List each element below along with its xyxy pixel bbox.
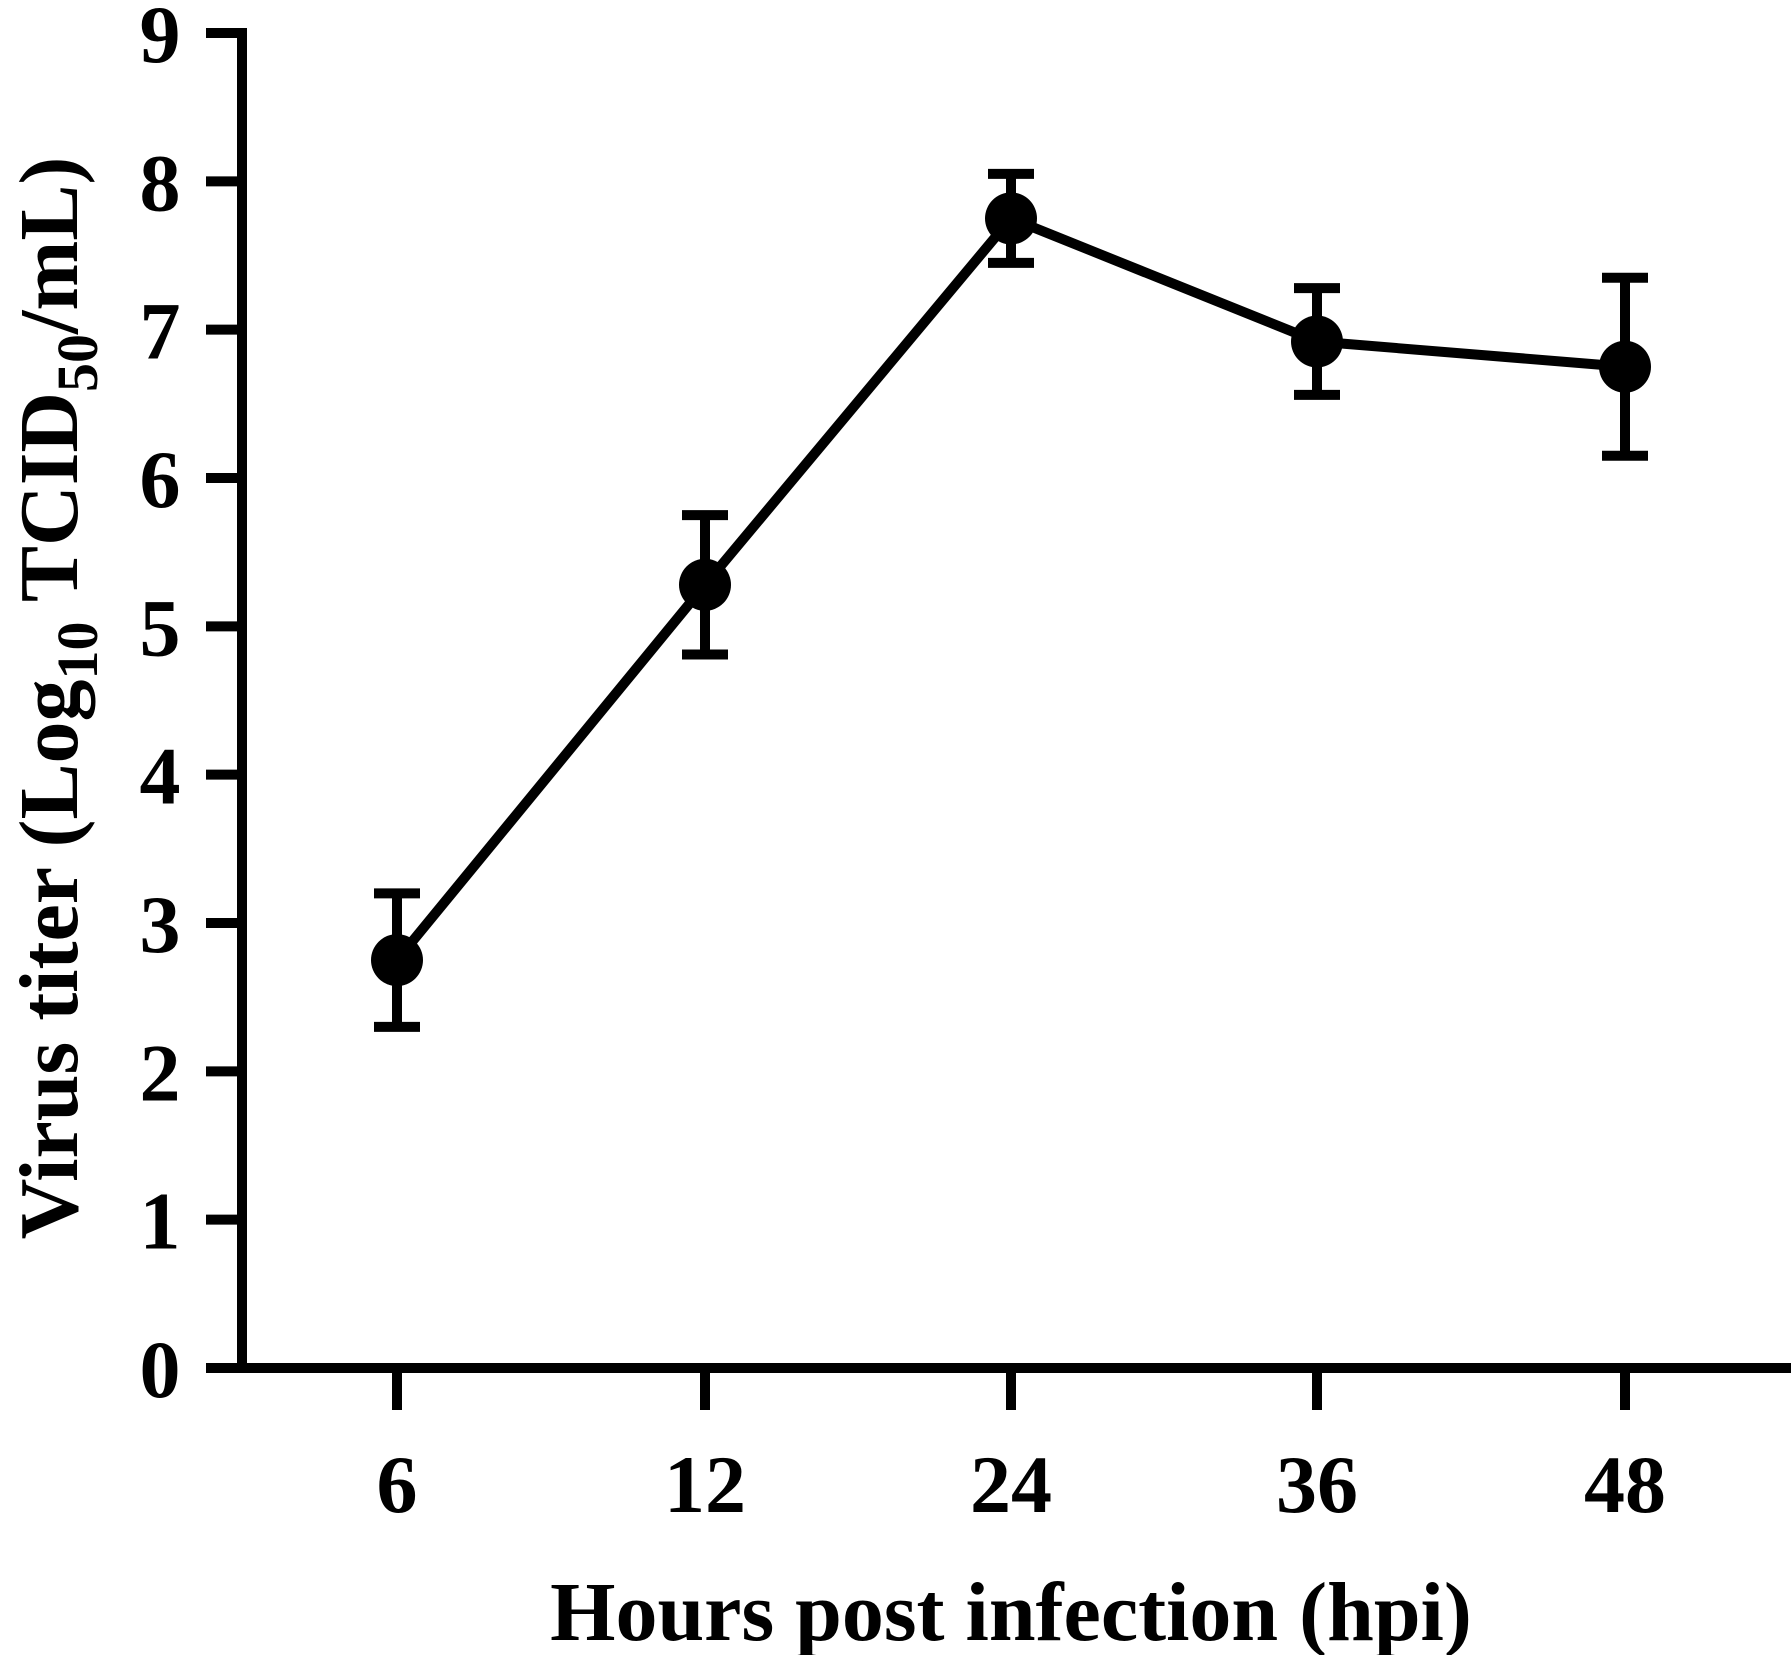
data-point <box>1291 315 1343 368</box>
x-tick-label: 6 <box>377 1439 418 1530</box>
data-point <box>679 558 731 611</box>
axes <box>206 28 1791 1373</box>
x-tick-label: 48 <box>1584 1439 1666 1530</box>
x-tick-label: 36 <box>1276 1439 1358 1530</box>
y-tick-label: 5 <box>140 582 181 673</box>
x-ticks: 6 12 24 36 48 <box>377 1368 1666 1530</box>
y-axis-title: Virus titer (Log10 TCID50/mL) <box>3 157 110 1240</box>
y-tick-label: 3 <box>140 879 181 970</box>
x-axis-title: Hours post infection (hpi) <box>550 1566 1472 1655</box>
series-line <box>393 212 1626 964</box>
y-tick-label: 4 <box>140 731 181 822</box>
y-tick-label: 1 <box>140 1176 181 1267</box>
data-point <box>1599 340 1651 393</box>
data-point <box>985 192 1037 245</box>
y-tick-label: 9 <box>140 0 181 80</box>
x-tick-label: 24 <box>970 1439 1052 1530</box>
x-tick-label: 12 <box>664 1439 746 1530</box>
plot-area <box>371 168 1651 1032</box>
y-ticks: 0 1 2 3 4 5 6 7 8 9 <box>140 0 242 1415</box>
data-point <box>371 934 423 987</box>
y-tick-label: 7 <box>140 286 181 377</box>
y-tick-label: 6 <box>140 434 181 525</box>
y-tick-label: 8 <box>140 137 181 228</box>
y-tick-label: 0 <box>140 1324 181 1415</box>
y-tick-label: 2 <box>140 1027 181 1118</box>
